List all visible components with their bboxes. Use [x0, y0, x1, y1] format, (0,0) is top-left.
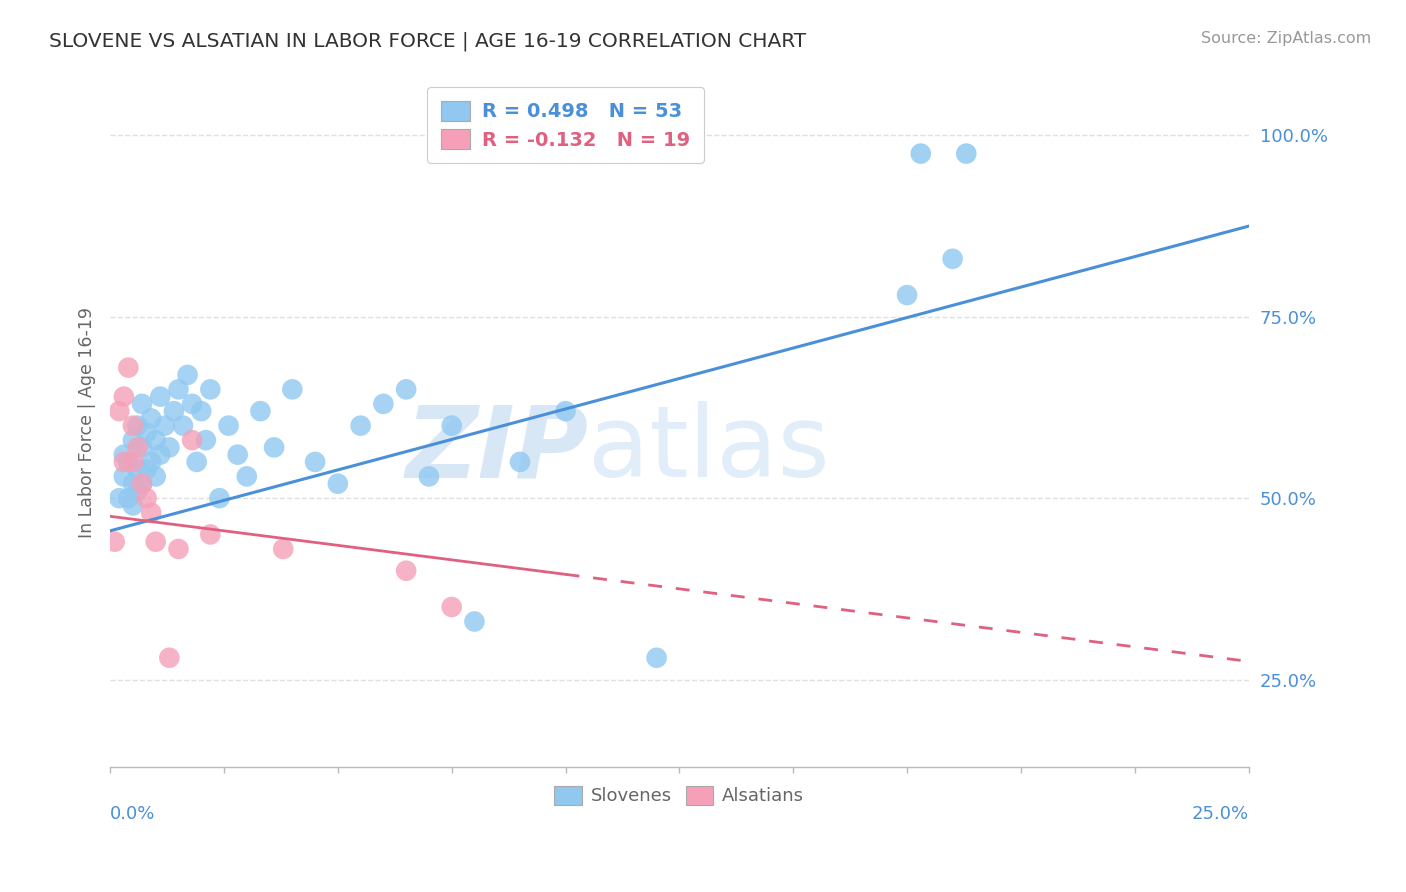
Point [200, 527, 222, 541]
Point [186, 455, 208, 469]
Point [181, 397, 204, 411]
Point [157, 441, 180, 455]
Point [395, 383, 418, 397]
Point [181, 433, 204, 447]
Point [127, 462, 149, 476]
Point [122, 499, 145, 513]
Point [104, 534, 127, 549]
Text: 25.0%: 25.0% [1191, 805, 1249, 823]
Point [131, 441, 153, 455]
Point [172, 418, 194, 433]
Legend: Slovenes, Alsatians: Slovenes, Alsatians [547, 779, 811, 813]
Point [117, 360, 139, 375]
Point [117, 491, 139, 506]
Point [112, 448, 135, 462]
Point [167, 383, 190, 397]
Point [554, 404, 576, 418]
Point [135, 425, 157, 440]
Point [122, 455, 145, 469]
Point [149, 390, 172, 404]
Point [226, 448, 249, 462]
Point [127, 441, 149, 455]
Point [135, 462, 157, 476]
Point [108, 404, 131, 418]
Point [896, 288, 918, 302]
Text: 0.0%: 0.0% [110, 805, 156, 823]
Point [440, 418, 463, 433]
Text: SLOVENE VS ALSATIAN IN LABOR FORCE | AGE 16-19 CORRELATION CHART: SLOVENE VS ALSATIAN IN LABOR FORCE | AGE… [49, 31, 806, 51]
Point [127, 418, 149, 433]
Point [122, 476, 145, 491]
Point [122, 433, 145, 447]
Point [326, 476, 349, 491]
Y-axis label: In Labor Force | Age 16-19: In Labor Force | Age 16-19 [79, 307, 96, 538]
Text: atlas: atlas [588, 401, 830, 498]
Point [236, 469, 259, 483]
Point [139, 455, 162, 469]
Point [942, 252, 965, 266]
Point [145, 534, 167, 549]
Point [349, 418, 371, 433]
Text: Source: ZipAtlas.com: Source: ZipAtlas.com [1201, 31, 1371, 46]
Point [281, 383, 304, 397]
Point [145, 433, 167, 447]
Text: ZIP: ZIP [405, 401, 588, 498]
Point [194, 433, 217, 447]
Point [440, 599, 463, 614]
Point [108, 491, 131, 506]
Point [190, 404, 212, 418]
Point [263, 441, 285, 455]
Point [373, 397, 395, 411]
Point [139, 411, 162, 425]
Point [395, 564, 418, 578]
Point [645, 650, 668, 665]
Point [910, 146, 932, 161]
Point [955, 146, 977, 161]
Point [149, 448, 172, 462]
Point [153, 418, 176, 433]
Point [117, 455, 139, 469]
Point [131, 397, 153, 411]
Point [304, 455, 326, 469]
Point [509, 455, 531, 469]
Point [131, 476, 153, 491]
Point [139, 506, 162, 520]
Point [418, 469, 440, 483]
Point [176, 368, 198, 382]
Point [200, 383, 222, 397]
Point [112, 390, 135, 404]
Point [463, 615, 485, 629]
Point [163, 404, 186, 418]
Point [145, 469, 167, 483]
Point [218, 418, 240, 433]
Point [157, 650, 180, 665]
Point [167, 541, 190, 556]
Point [112, 469, 135, 483]
Point [271, 541, 294, 556]
Point [249, 404, 271, 418]
Point [122, 418, 145, 433]
Point [208, 491, 231, 506]
Point [135, 491, 157, 506]
Point [127, 483, 149, 498]
Point [131, 476, 153, 491]
Point [112, 455, 135, 469]
